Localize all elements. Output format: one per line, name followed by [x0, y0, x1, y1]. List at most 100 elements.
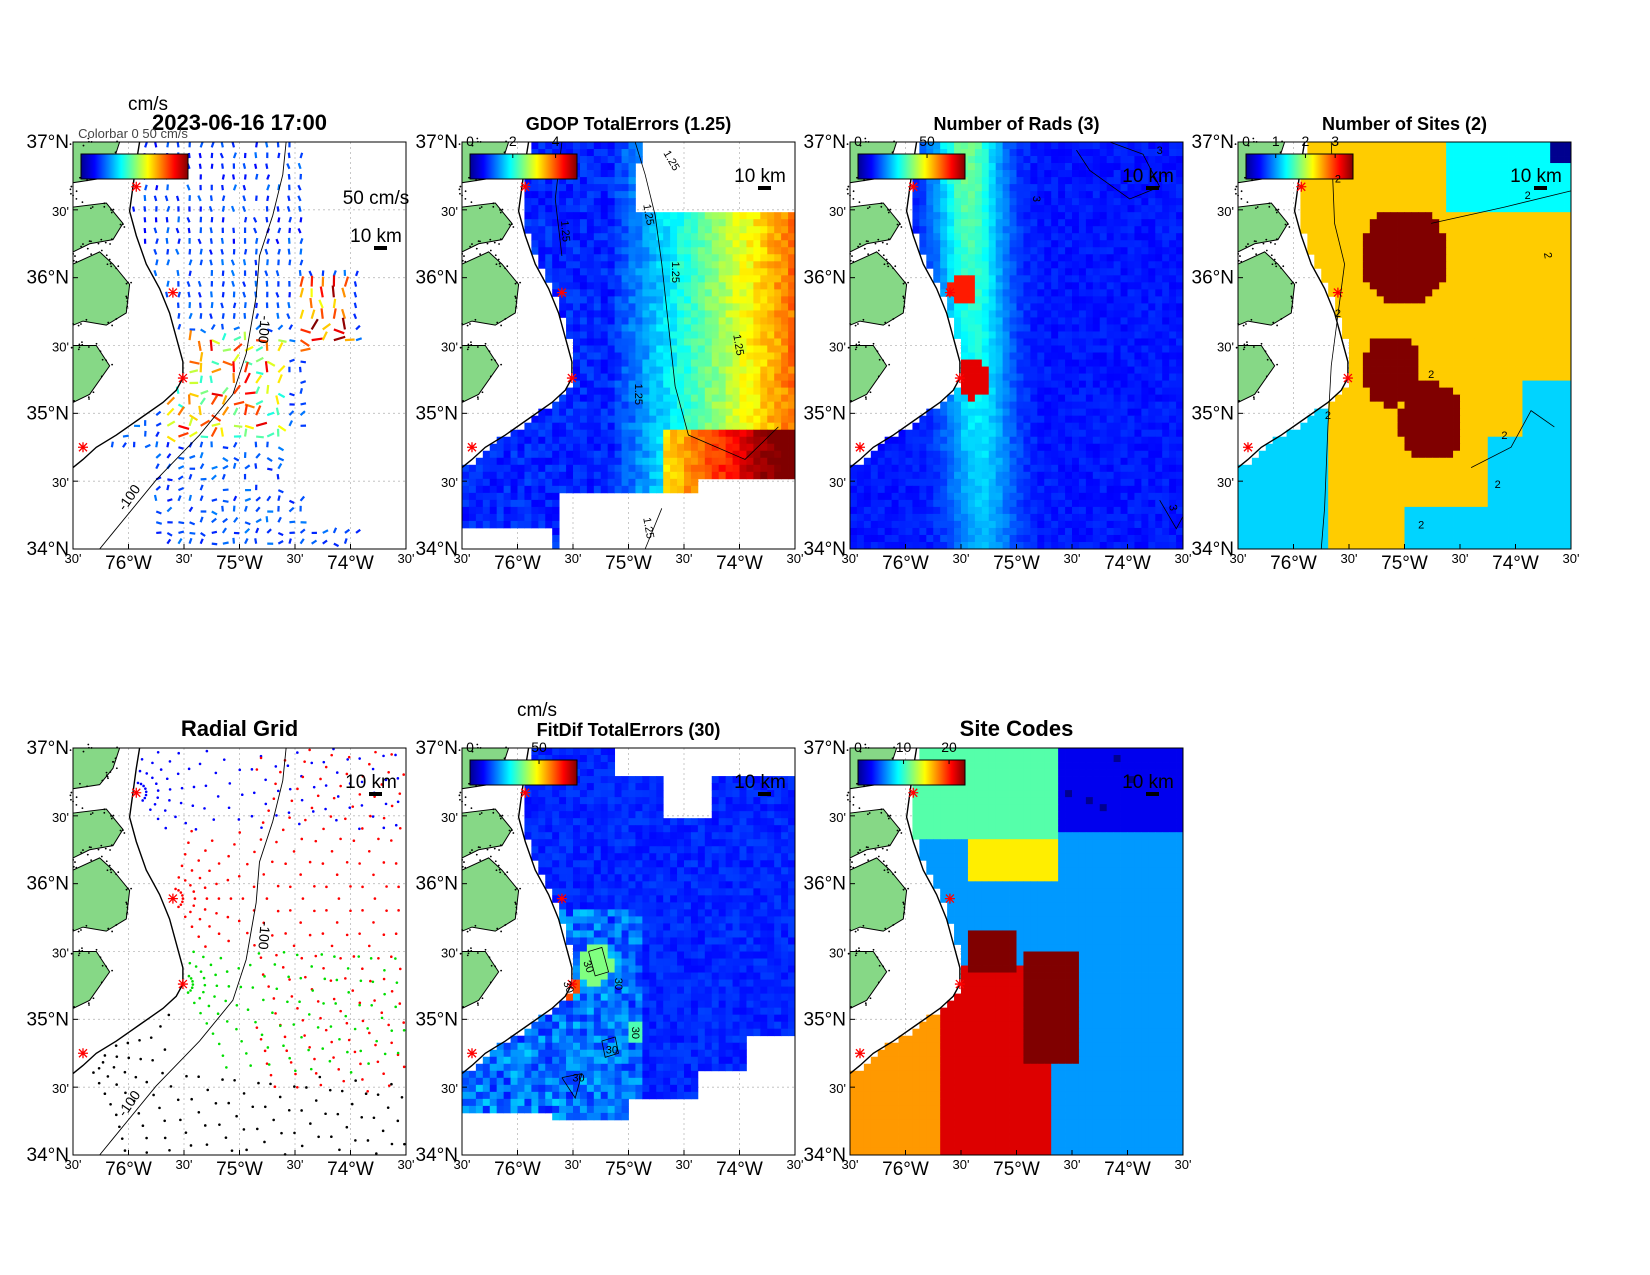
heatmap-cell	[635, 268, 643, 276]
heatmap-cell	[732, 387, 740, 396]
coast-dot	[99, 350, 102, 353]
heatmap-cell	[1030, 282, 1038, 290]
heatmap-cell	[912, 184, 920, 192]
heatmap-cell	[586, 233, 595, 241]
heatmap-cell	[781, 443, 789, 452]
heatmap-cell	[753, 303, 761, 311]
current-vector	[165, 237, 169, 244]
heatmap-cell	[1072, 345, 1080, 353]
heatmap-cell	[1002, 184, 1010, 192]
current-vector	[165, 217, 169, 223]
heatmap-cell	[961, 471, 969, 480]
heatmap-cell	[1085, 296, 1094, 304]
heatmap-cell	[995, 261, 1004, 269]
heatmap-cell	[628, 289, 636, 297]
heatmap-cell	[781, 219, 789, 227]
heatmap-cell	[579, 261, 588, 269]
heatmap-cell	[1106, 520, 1115, 529]
heatmap-cell	[961, 366, 969, 374]
heatmap-cell	[1148, 156, 1156, 164]
heatmap-cell	[884, 478, 893, 487]
heatmap-cell	[677, 303, 685, 311]
heatmap-cell	[1169, 296, 1177, 304]
heatmap-cell	[1023, 156, 1031, 164]
heatmap-cell	[524, 205, 532, 213]
coast-dot	[73, 400, 76, 402]
heatmap-cell	[947, 233, 955, 241]
heatmap-cell	[1113, 191, 1121, 199]
heatmap-cell	[926, 471, 934, 480]
heatmap-cell	[1016, 359, 1024, 367]
heatmap-cell	[1141, 170, 1149, 178]
heatmap-cell	[732, 324, 740, 332]
heatmap-cell	[1023, 338, 1031, 346]
heatmap-cell	[967, 310, 976, 318]
heatmap-cell	[774, 275, 782, 283]
current-vector	[166, 259, 171, 266]
current-vector	[166, 538, 172, 545]
current-vector	[244, 424, 255, 430]
coast-dot	[127, 281, 129, 284]
heatmap-cell	[1002, 485, 1010, 494]
heatmap-cell	[940, 485, 948, 494]
current-vector	[211, 498, 218, 502]
heatmap-cell	[517, 478, 525, 487]
heatmap-cell	[725, 387, 733, 396]
heatmap-cell	[586, 219, 595, 227]
heatmap-cell	[1065, 198, 1073, 206]
heatmap-cell	[1169, 443, 1177, 452]
heatmap-cell	[690, 240, 699, 248]
heatmap-cell	[510, 436, 518, 445]
heatmap-cell	[677, 359, 685, 367]
heatmap-cell	[1065, 324, 1073, 332]
heatmap-cell	[475, 499, 484, 508]
heatmap-cell	[1134, 401, 1142, 410]
heatmap-cell	[1085, 310, 1094, 318]
heatmap-cell	[670, 212, 678, 220]
heatmap-cell	[774, 254, 782, 262]
heatmap-cell	[877, 464, 886, 473]
heatmap-cell	[1127, 401, 1135, 410]
heatmap-cell	[995, 408, 1004, 417]
heatmap-cell	[1092, 534, 1101, 543]
heatmap-cell	[1044, 443, 1052, 452]
heatmap-cell	[767, 268, 775, 276]
heatmap-cell	[628, 219, 636, 227]
heatmap-cell	[649, 296, 657, 304]
heatmap-cell	[1113, 345, 1121, 353]
heatmap-cell	[684, 408, 692, 417]
current-vector	[321, 331, 328, 341]
heatmap-cell	[1113, 394, 1121, 403]
current-vector	[332, 527, 338, 534]
heatmap-cell	[1169, 359, 1177, 367]
heatmap-cell	[988, 163, 997, 171]
panel-title: GDOP TotalErrors (1.25)	[526, 114, 731, 134]
heatmap-cell	[656, 324, 664, 332]
heatmap-cell	[1023, 198, 1031, 206]
coast-dot	[81, 201, 84, 204]
heatmap-cell	[1044, 345, 1052, 353]
heatmap-cell	[1134, 275, 1142, 283]
contour-label: 3	[1030, 196, 1042, 202]
current-vector	[155, 453, 162, 459]
current-vector	[322, 539, 328, 545]
heatmap-cell	[690, 303, 699, 311]
heatmap-cell	[1072, 240, 1080, 248]
heatmap-cell	[462, 478, 470, 487]
heatmap-cell	[788, 394, 796, 403]
heatmap-cell	[1030, 436, 1038, 445]
contour-line	[644, 508, 663, 550]
heatmap-cell	[1016, 289, 1024, 297]
current-vector	[331, 285, 335, 298]
heatmap-cell	[919, 443, 927, 452]
heatmap-cell	[677, 331, 685, 339]
heatmap-cell	[1155, 373, 1163, 381]
heatmap-cell	[600, 282, 609, 290]
current-vector	[155, 185, 159, 191]
heatmap-cell	[739, 310, 747, 318]
heatmap-cell	[1009, 352, 1017, 360]
heatmap-cell	[566, 443, 574, 452]
heatmap-cell	[1002, 513, 1010, 522]
coast-dot	[499, 265, 502, 268]
heatmap-cell	[573, 401, 581, 410]
